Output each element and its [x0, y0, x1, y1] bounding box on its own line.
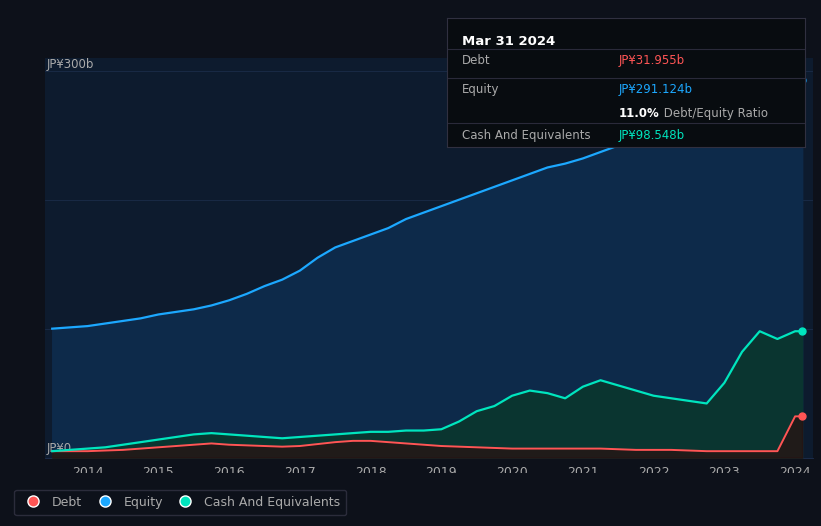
Text: JP¥300b: JP¥300b [47, 58, 94, 71]
Text: Debt/Equity Ratio: Debt/Equity Ratio [660, 107, 768, 120]
Text: Debt: Debt [461, 55, 490, 67]
Text: 11.0%: 11.0% [619, 107, 659, 120]
Legend: Debt, Equity, Cash And Equivalents: Debt, Equity, Cash And Equivalents [15, 490, 346, 515]
Text: Mar 31 2024: Mar 31 2024 [461, 35, 555, 48]
Text: JP¥98.548b: JP¥98.548b [619, 129, 685, 142]
Text: Equity: Equity [461, 83, 499, 96]
Text: JP¥0: JP¥0 [47, 442, 71, 455]
Text: JP¥31.955b: JP¥31.955b [619, 55, 685, 67]
Text: JP¥291.124b: JP¥291.124b [619, 83, 693, 96]
Text: Cash And Equivalents: Cash And Equivalents [461, 129, 590, 142]
